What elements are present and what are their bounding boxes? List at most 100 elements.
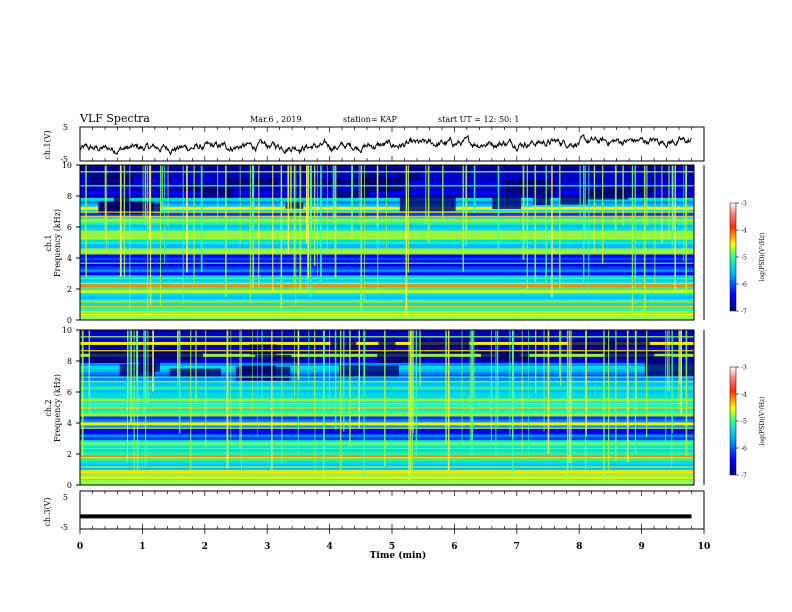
spectrogram-sferic — [349, 330, 351, 447]
spectrogram-line — [80, 282, 694, 284]
spectrogram-band — [80, 437, 694, 441]
spectrogram-sferic — [314, 165, 316, 266]
spectrogram-sferic — [583, 165, 585, 285]
spectrogram-sferic — [603, 330, 605, 485]
spectrogram-sferic — [297, 330, 299, 454]
spectrogram-ch1-image — [80, 165, 694, 321]
spectrogram-line — [80, 171, 694, 173]
spectrogram-sferic — [671, 165, 673, 250]
spectrogram-sferic — [466, 165, 468, 240]
spectrogram-band — [80, 284, 694, 288]
spectrogram-sferic — [217, 165, 219, 224]
x-axis-tick-label: 2 — [202, 542, 208, 552]
spectrogram-sferic — [144, 165, 147, 225]
spectrogram-sferic — [461, 330, 463, 444]
spectrogram-sferic — [190, 330, 192, 479]
x-axis: 0 1 2 3 4 5 6 7 8 9 10 — [77, 529, 710, 552]
spectrogram-sferic — [257, 330, 258, 439]
spectrogram-sferic — [287, 165, 290, 254]
spectrogram-sferic — [376, 165, 379, 226]
spectrogram-sferic — [594, 165, 596, 212]
spectrogram-sferic — [161, 165, 163, 214]
spectrogram-sferic — [560, 330, 562, 386]
spectrogram-band — [80, 254, 694, 258]
spectrogram-band — [80, 392, 694, 396]
spectrogram-band — [80, 377, 694, 382]
figure-station: station= KAP — [343, 115, 398, 124]
spectrogram-line — [80, 350, 694, 352]
x-axis-tick-label: 1 — [139, 542, 145, 552]
waveform-ch1-ylabel: ch.1(V) — [43, 130, 52, 159]
spectrogram-sferic — [85, 165, 87, 278]
spectrogram-sferic — [326, 165, 328, 255]
spectrogram-sferic — [133, 330, 135, 471]
spectrogram-sferic — [334, 330, 337, 430]
spectrogram-sferic — [81, 330, 84, 456]
spectrogram-sferic — [543, 330, 545, 432]
spectrogram-sferic — [473, 165, 476, 213]
ytick-label: 4 — [67, 254, 72, 263]
spectrogram-sferic — [447, 330, 450, 471]
spectrogram-sferic — [559, 165, 561, 288]
spectrogram-sferic — [147, 330, 149, 403]
spectrogram-band — [80, 407, 694, 411]
waveform-ch3-ytick-top: 5 — [63, 493, 68, 502]
spectrogram-band — [80, 173, 694, 178]
spectrogram-band — [80, 332, 694, 337]
spectrogram-band — [80, 452, 694, 456]
spectrogram-line — [80, 376, 694, 378]
spectrogram-line — [80, 381, 694, 383]
spectrogram-sferic — [608, 330, 610, 481]
waveform-ch1-ticks — [79, 127, 705, 161]
spectrogram-line — [80, 457, 694, 459]
spectrogram-sferic — [490, 330, 492, 441]
spectrogram-band — [80, 389, 694, 393]
spectrogram-line — [80, 306, 694, 308]
spectrogram-band — [80, 266, 694, 270]
spectrogram-sferic — [294, 330, 295, 404]
waveform-ch3-ytick-bottom: -5 — [60, 523, 68, 532]
spectrogram-ch2-image — [80, 330, 694, 486]
spectrogram-sferic — [626, 330, 629, 463]
spectrogram-patch — [225, 178, 278, 186]
colorbar-tick-label: -7 — [741, 309, 747, 316]
spectrogram-line — [80, 278, 694, 280]
spectrogram-sferic — [534, 165, 537, 282]
spectrogram-sferic — [665, 330, 667, 446]
spectrogram-sferic — [680, 330, 682, 415]
spectrogram-band — [80, 245, 694, 249]
spectrogram-sferic — [571, 330, 573, 484]
spectrogram-patch — [98, 201, 148, 214]
spectrogram-sferic — [225, 165, 227, 297]
colorbar-tick-label: -5 — [741, 419, 747, 426]
spectrogram-line — [80, 443, 694, 445]
spectrogram-ch2-ylabel-freq: Frequency (kHz) — [53, 374, 62, 442]
spectrogram-sferic — [615, 330, 617, 461]
spectrogram-sferic — [654, 165, 656, 285]
spectrogram-sferic — [119, 165, 122, 277]
spectrogram-sferic — [667, 330, 669, 391]
spectrogram-sferic — [358, 165, 360, 220]
spectrogram-sferic — [545, 165, 547, 284]
spectrogram-band — [80, 269, 694, 273]
spectrogram-sferic — [413, 330, 415, 434]
spectrogram-sferic — [351, 165, 353, 227]
spectrogram-band — [80, 440, 694, 444]
spectrogram-band — [80, 386, 694, 391]
spectrogram-sferic — [271, 330, 273, 470]
spectrogram-sferic — [469, 330, 471, 443]
x-axis-tick-label: 9 — [638, 542, 644, 552]
spectrogram-sferic — [512, 330, 514, 415]
spectrogram-sferic — [635, 330, 637, 402]
spectrogram-sferic — [668, 165, 670, 239]
spectrogram-line — [80, 336, 694, 338]
spectrogram-sferic — [88, 330, 90, 416]
spectrogram-sferic — [281, 330, 283, 464]
spectrogram-band — [80, 431, 694, 435]
spectrogram-band — [80, 404, 694, 408]
spectrogram-sferic — [377, 165, 379, 291]
spectrogram-band — [80, 443, 694, 447]
ytick-label: 0 — [67, 316, 72, 325]
colorbar-ch1-label: log(PSD)(V²/Hz) — [759, 233, 766, 282]
ytick-label: 2 — [67, 285, 72, 294]
